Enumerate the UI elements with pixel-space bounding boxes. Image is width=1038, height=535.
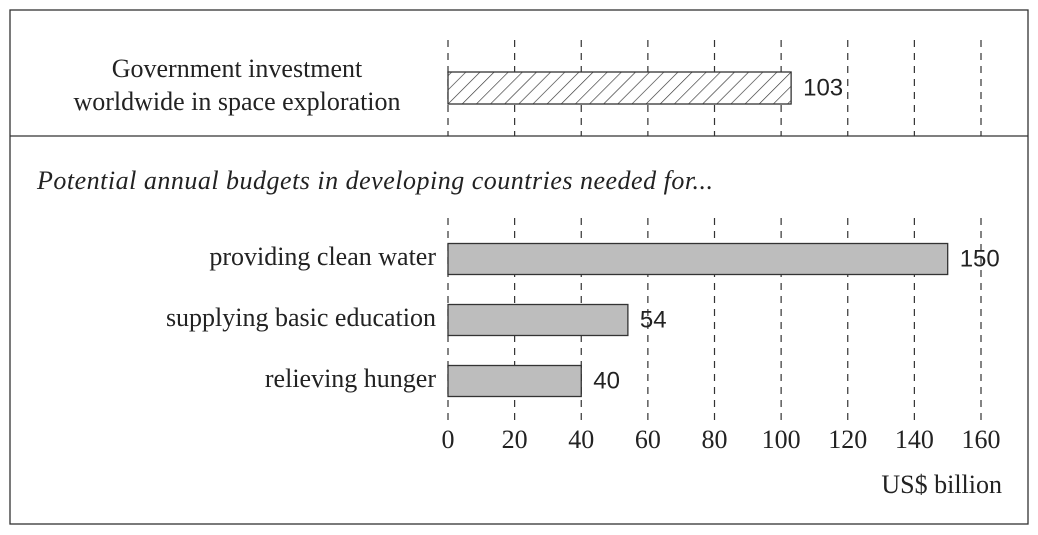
- category-label: supplying basic education: [166, 303, 436, 332]
- value-label: 54: [640, 306, 667, 333]
- x-tick-label: 120: [828, 425, 867, 454]
- bar: [447, 364, 582, 398]
- x-tick-label: 160: [962, 425, 1001, 454]
- value-label: 40: [593, 367, 620, 394]
- value-label: 103: [803, 74, 843, 101]
- subtitle: Potential annual budgets in developing c…: [36, 166, 714, 195]
- category-label: providing clean water: [209, 242, 436, 271]
- bar: [447, 303, 629, 337]
- x-tick-label: 140: [895, 425, 934, 454]
- x-tick-label: 0: [442, 425, 455, 454]
- x-tick-label: 80: [702, 425, 728, 454]
- frame: [9, 9, 1029, 525]
- x-tick-label: 20: [502, 425, 528, 454]
- value-label: 150: [960, 245, 1000, 272]
- bar: [447, 71, 792, 105]
- x-tick-label: 100: [762, 425, 801, 454]
- bar: [447, 242, 949, 276]
- x-tick-label: 60: [635, 425, 661, 454]
- category-label: Government investment worldwide in space…: [73, 54, 401, 116]
- category-label: relieving hunger: [265, 364, 436, 393]
- x-axis-label: US$ billion: [881, 470, 1002, 499]
- x-tick-label: 40: [568, 425, 594, 454]
